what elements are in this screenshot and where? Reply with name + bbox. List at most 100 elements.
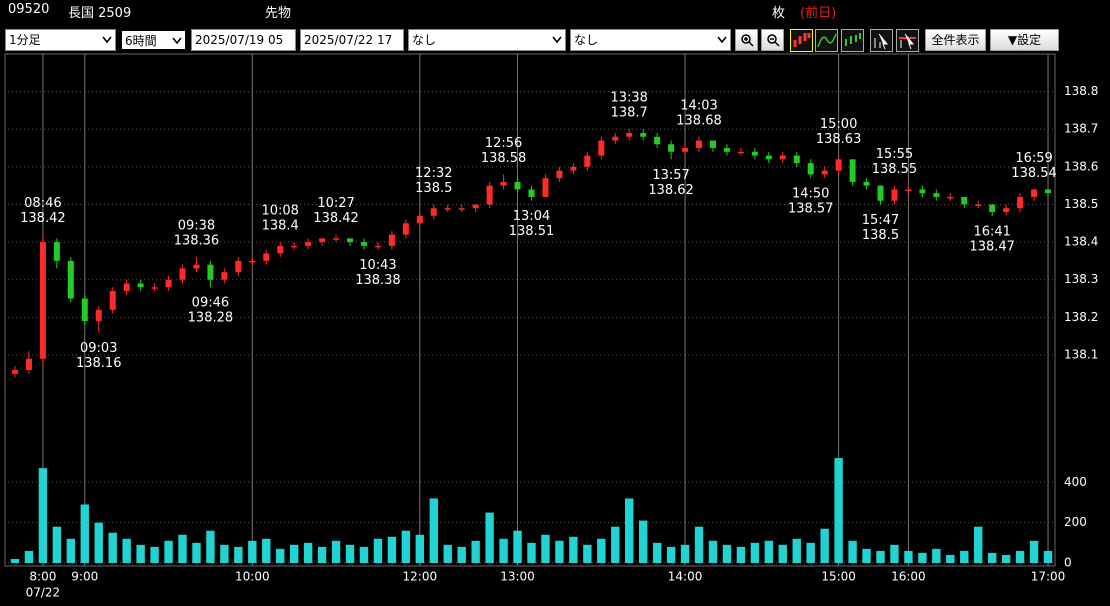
annotation-time: 09:46 [192,296,229,311]
annotation-value: 138.54 [1011,166,1057,181]
candle-body [961,196,968,205]
volume-bar [52,526,62,563]
annotation-value: 138.63 [816,132,862,147]
annotation-value: 138.5 [415,181,452,196]
span-select[interactable]: 6時間 [120,29,187,51]
tool-1[interactable] [870,29,893,52]
volume-bar [401,530,411,563]
candle-body [402,223,409,235]
show-all-button[interactable]: 全件表示 [925,29,986,51]
candle-body [249,260,256,263]
x-tick-label: 14:00 [668,570,703,584]
candle-body [751,151,758,156]
annotation-time: 10:27 [317,196,354,211]
volume-bar [527,542,536,563]
annotation-value: 138.55 [872,162,918,177]
bar-mode[interactable] [841,29,864,52]
volume-bar [276,548,285,563]
annotation-value: 138.47 [969,239,1015,254]
candle-body [919,189,926,194]
from-input[interactable]: 2025/07/19 05 [191,29,296,51]
annotation-time: 14:50 [792,187,829,202]
annotation-value: 138.28 [188,311,234,326]
annotation-value: 138.42 [313,211,359,226]
volume-bar [680,544,690,563]
candle-body [458,208,465,210]
candle-body [67,260,74,299]
candle-body [388,234,395,246]
candle-mode[interactable] [790,29,813,52]
volume-bar [890,544,899,563]
zoom-in-icon [740,34,754,47]
annotation-value: 138.62 [648,183,694,198]
annotation-time: 12:32 [415,166,452,181]
indicator2-select[interactable]: なし [570,29,731,51]
annotation-time: 10:08 [261,204,298,219]
volume-bar [1001,554,1011,563]
candle-body [472,204,479,209]
volume-bar [108,532,117,563]
candle-body [430,208,437,216]
annotation-time: 14:03 [680,98,717,113]
volume-bar [248,540,257,563]
volume-bar [792,538,801,563]
candle-body [235,260,242,273]
candle-body [81,298,88,322]
line-mode[interactable] [815,29,838,52]
volume-bar [387,536,397,563]
volume-bar [652,542,662,563]
annotation-value: 138.7 [611,106,648,121]
candle-body [179,268,186,280]
candle-body [39,242,46,359]
zoom-out-icon [766,34,780,47]
annotation-time: 16:41 [973,224,1010,239]
volume-bar [764,540,774,563]
candle-body [877,185,884,201]
volume-bar [862,548,871,563]
candle-body [723,148,730,152]
x-tick-label: 13:00 [500,570,535,584]
candle-body [25,358,32,370]
annotation-time: 08:46 [24,196,61,211]
volume-bar [1043,550,1053,563]
candle-body [207,264,214,280]
volume-bar [834,458,843,563]
candle-body [905,189,912,191]
volume-bar [541,534,550,563]
volume-bar [429,498,438,563]
volume-bar [904,550,913,563]
candle-body [947,196,954,199]
x-tick-label: 16:00 [891,570,926,584]
indicator1-select[interactable]: なし [408,29,566,51]
volume-bar [331,540,341,563]
candle-body [137,283,144,288]
volume-bar [625,498,634,563]
candle-body [347,238,354,243]
candle-body [305,242,312,246]
volume-bar [24,550,34,563]
volume-bar [848,540,857,563]
zoom-in[interactable] [735,29,758,51]
annotation-value: 138.42 [20,211,66,226]
annotation-value: 138.51 [509,224,555,239]
volume-bar [974,526,983,563]
candle-body [807,163,814,175]
candle-body [626,133,633,137]
candle-body [612,136,619,141]
annotation-value: 138.36 [174,234,220,249]
volume-bar [38,468,48,563]
tool-2[interactable] [896,29,919,52]
candle-body [668,144,675,152]
candle-body [11,370,18,374]
zoom-out[interactable] [761,29,784,51]
y-tick-label: 138.7 [1064,122,1098,136]
to: 2025/07/22 17 [304,33,393,47]
volume-tick-label: 0 [1064,556,1072,570]
settings-button[interactable]: ▼設定 [990,29,1059,51]
interval-select[interactable]: 1分足 [5,29,116,51]
span: 6時間 [125,34,157,48]
instrument-name: 長国 2509 [68,6,132,21]
candle-body [654,136,661,145]
candle-body [333,238,340,240]
to-input[interactable]: 2025/07/22 17 [300,29,404,51]
